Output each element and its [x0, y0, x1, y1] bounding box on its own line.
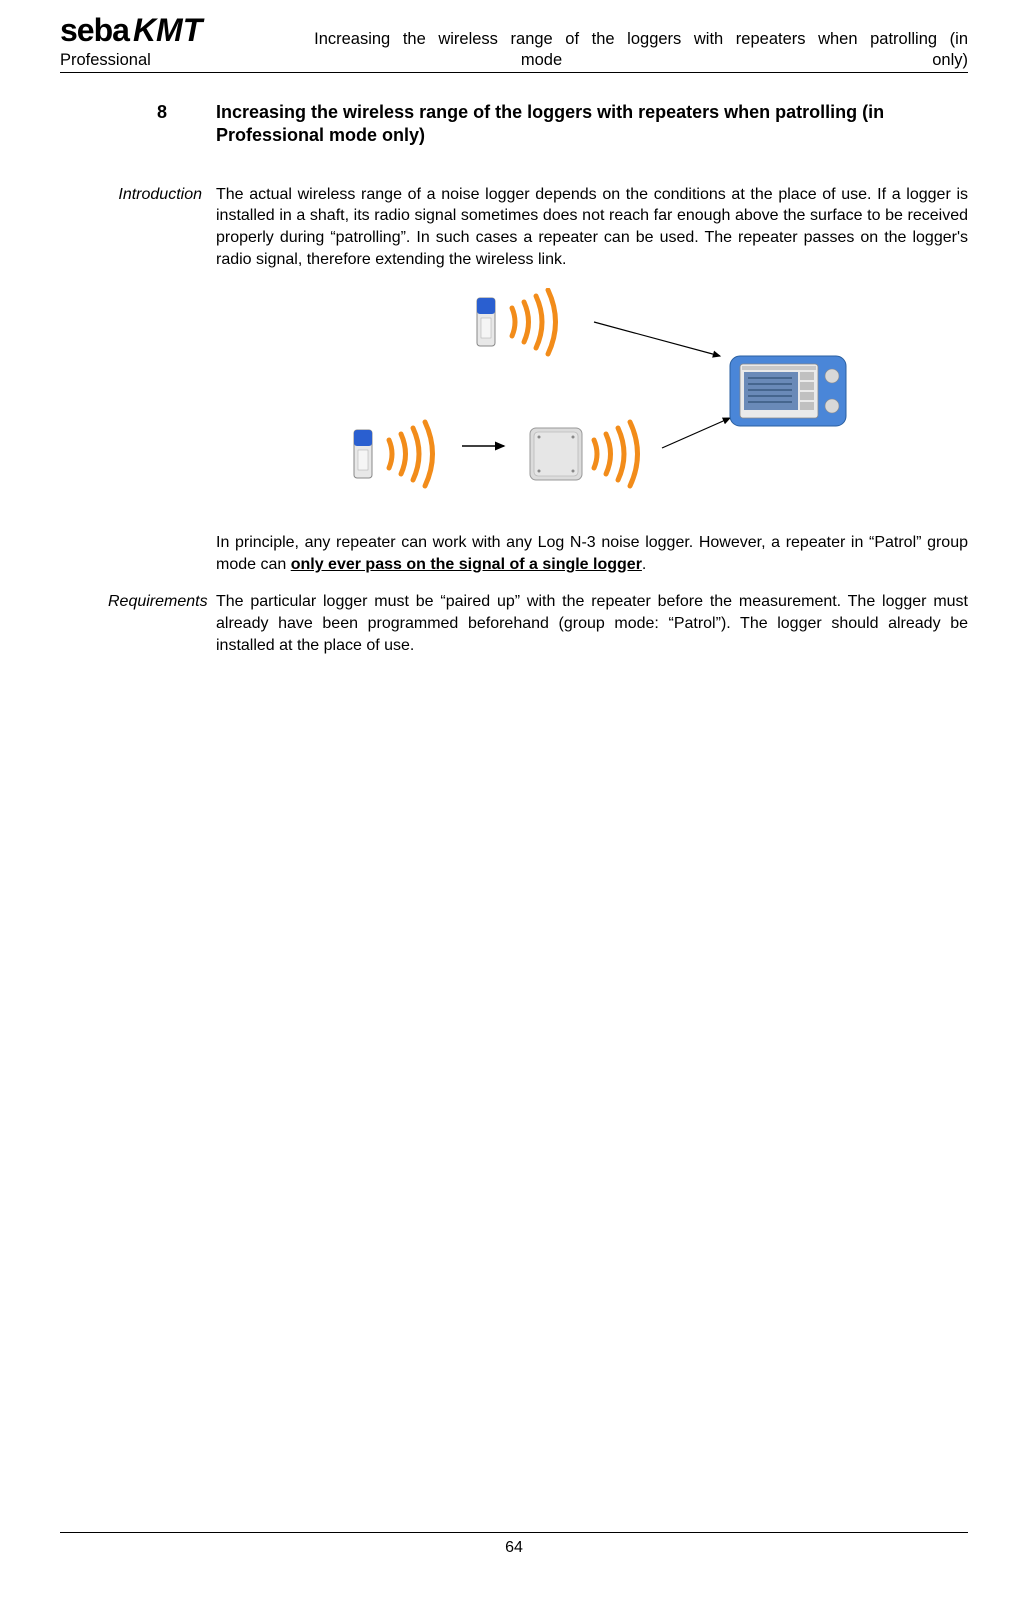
requirements-label: Requirements	[108, 591, 216, 656]
header-line2-right: only)	[932, 51, 968, 70]
signal-waves-repeater-icon	[594, 422, 638, 486]
section-title: Increasing the wireless range of the log…	[216, 101, 968, 148]
intro-label: Introduction	[108, 184, 216, 270]
requirements-text: The particular logger must be “paired up…	[216, 591, 968, 656]
header-line2-left: Professional	[60, 51, 151, 70]
arrow-repeater-commander-icon	[662, 418, 730, 448]
header-line2: Professional mode only)	[60, 51, 968, 73]
section-number: 8	[108, 101, 216, 148]
signal-waves-bottom-left-icon	[389, 422, 433, 486]
logo-kmt-text: KMT	[133, 12, 202, 49]
logo: seba KMT	[60, 12, 202, 49]
note-post: .	[642, 556, 646, 573]
note-text: In principle, any repeater can work with…	[216, 532, 968, 575]
note-label-empty	[108, 532, 216, 575]
header-line1: Increasing the wireless range of the log…	[208, 30, 968, 49]
logo-seba-text: seba	[60, 12, 129, 49]
page-number: 64	[60, 1532, 968, 1557]
commander-device-icon	[730, 356, 846, 426]
repeater-diagram	[108, 288, 968, 508]
repeater-icon	[530, 428, 582, 480]
intro-text: The actual wireless range of a noise log…	[216, 184, 968, 270]
header-line2-mid: mode	[521, 51, 562, 70]
note-emph: only ever pass on the signal of a single…	[291, 556, 642, 573]
signal-waves-top-icon	[512, 290, 556, 354]
logger-top-icon	[477, 298, 495, 346]
arrow-top-icon	[594, 322, 720, 356]
logger-bottom-icon	[354, 430, 372, 478]
